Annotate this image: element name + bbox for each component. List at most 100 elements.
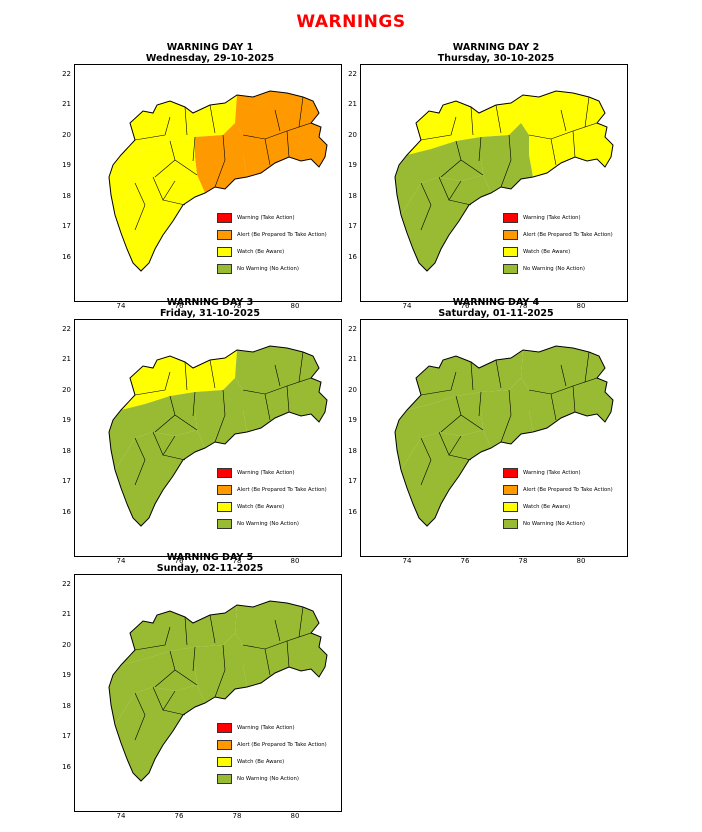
y-tick-label: 19 <box>62 416 71 424</box>
legend-swatch <box>217 247 232 257</box>
panel-date: Saturday, 01-11-2025 <box>438 308 554 319</box>
legend-label: No Warning (No Action) <box>237 521 299 527</box>
legend-item: No Warning (No Action) <box>217 264 299 274</box>
state-outline <box>108 345 328 527</box>
legend-swatch <box>217 757 232 767</box>
legend-label: No Warning (No Action) <box>237 266 299 272</box>
legend-label: Watch (Be Aware) <box>237 249 285 255</box>
legend-label: Alert (Be Prepared To Take Action) <box>237 232 327 238</box>
panel-day-label: WARNING DAY 4 <box>452 297 540 308</box>
y-tick-label: 17 <box>62 732 71 740</box>
map-region-west <box>109 647 197 725</box>
map-region-south <box>401 175 491 271</box>
state-map <box>394 90 614 272</box>
y-tick-label: 18 <box>62 447 71 455</box>
y-tick-label: 22 <box>348 325 357 333</box>
map-region-west <box>109 392 197 470</box>
district-boundary <box>500 389 512 443</box>
legend-label: Warning (Take Action) <box>237 725 295 731</box>
x-tick-label: 76 <box>174 302 184 310</box>
legend-label: Warning (Take Action) <box>237 470 295 476</box>
y-tick-label: 20 <box>62 386 71 394</box>
panel-day-label: WARNING DAY 3 <box>166 297 254 308</box>
district-boundary <box>286 385 290 413</box>
district-boundary <box>134 692 146 741</box>
main-title: WARNINGS <box>296 12 406 32</box>
x-tick-label: 74 <box>402 302 412 310</box>
panel-day-label: WARNING DAY 1 <box>166 42 254 53</box>
x-tick-label: 78 <box>518 302 528 310</box>
district-boundary <box>420 116 457 141</box>
legend-label: Alert (Be Prepared To Take Action) <box>523 232 613 238</box>
legend-item: Warning (Take Action) <box>217 723 295 733</box>
legend-swatch <box>217 502 232 512</box>
y-tick-label: 18 <box>62 192 71 200</box>
x-tick-label: 74 <box>116 302 126 310</box>
y-tick-label: 18 <box>348 447 357 455</box>
warning-day-panel: WARNING DAY 5 Sunday, 02-11-2025 Warning (… <box>60 552 360 832</box>
district-boundary <box>448 454 472 461</box>
district-boundary <box>134 626 171 651</box>
legend-label: No Warning (No Action) <box>523 521 585 527</box>
legend-label: Alert (Be Prepared To Take Action) <box>523 487 613 493</box>
district-boundary <box>495 104 502 134</box>
district-boundary <box>209 104 216 134</box>
legend-swatch <box>503 468 518 478</box>
map-region-south <box>401 430 491 526</box>
panel-title: WARNING DAY 3 Friday, 31-10-2025 <box>60 297 360 319</box>
district-boundary <box>214 389 226 443</box>
map-region-west <box>109 137 197 215</box>
y-tick-label: 18 <box>348 192 357 200</box>
map-region-north <box>121 95 237 155</box>
y-tick-label: 21 <box>62 355 71 363</box>
x-tick-label: 76 <box>174 557 184 565</box>
district-boundary <box>584 96 590 128</box>
district-boundary <box>460 159 484 176</box>
x-tick-label: 76 <box>460 557 470 565</box>
state-outline <box>108 90 328 272</box>
map-region-west <box>395 137 483 215</box>
district-boundary <box>162 199 186 206</box>
x-tick-label: 74 <box>402 557 412 565</box>
map-region-south <box>115 430 205 526</box>
legend-item: Alert (Be Prepared To Take Action) <box>503 230 613 240</box>
district-boundary <box>209 614 216 644</box>
x-tick-label: 74 <box>116 557 126 565</box>
legend-item: Alert (Be Prepared To Take Action) <box>217 230 327 240</box>
legend-item: Alert (Be Prepared To Take Action) <box>217 485 327 495</box>
panel-title: WARNING DAY 5 Sunday, 02-11-2025 <box>60 552 360 574</box>
legend-item: Watch (Be Aware) <box>503 247 570 257</box>
panel-date: Thursday, 30-10-2025 <box>437 53 555 64</box>
legend-item: No Warning (No Action) <box>503 264 585 274</box>
district-boundary <box>298 96 304 128</box>
x-tick-label: 78 <box>232 302 242 310</box>
y-tick-label: 22 <box>62 70 71 78</box>
district-boundary <box>478 136 482 162</box>
district-boundary <box>162 454 186 461</box>
legend-item: No Warning (No Action) <box>503 519 585 529</box>
y-tick-label: 16 <box>348 508 357 516</box>
legend-swatch <box>217 740 232 750</box>
legend-label: Warning (Take Action) <box>237 215 295 221</box>
legend-item: Warning (Take Action) <box>217 213 295 223</box>
panel-date: Sunday, 02-11-2025 <box>156 563 264 574</box>
district-boundary <box>134 437 146 486</box>
map-region-west <box>395 392 483 470</box>
district-boundary <box>209 359 216 389</box>
state-map <box>108 345 328 527</box>
panel-title: WARNING DAY 4 Saturday, 01-11-2025 <box>346 297 646 319</box>
legend-label: Watch (Be Aware) <box>237 504 285 510</box>
map-region-east <box>235 91 327 177</box>
panel-date: Wednesday, 29-10-2025 <box>145 53 275 64</box>
legend-item: No Warning (No Action) <box>217 774 299 784</box>
y-tick-label: 16 <box>62 508 71 516</box>
warning-day-panel: WARNING DAY 1 Wednesday, 29-10-2025 Warnin… <box>60 42 360 322</box>
map-region-south <box>115 685 205 781</box>
warning-day-panel: WARNING DAY 3 Friday, 31-10-2025 Warning (… <box>60 297 360 577</box>
x-tick-label: 76 <box>174 812 184 820</box>
legend-swatch <box>217 723 232 733</box>
map-plot-area: Warning (Take Action) Alert (Be Prepared … <box>360 319 628 557</box>
x-tick-label: 80 <box>290 812 300 820</box>
district-boundary <box>420 437 432 486</box>
map-region-center <box>481 378 533 448</box>
